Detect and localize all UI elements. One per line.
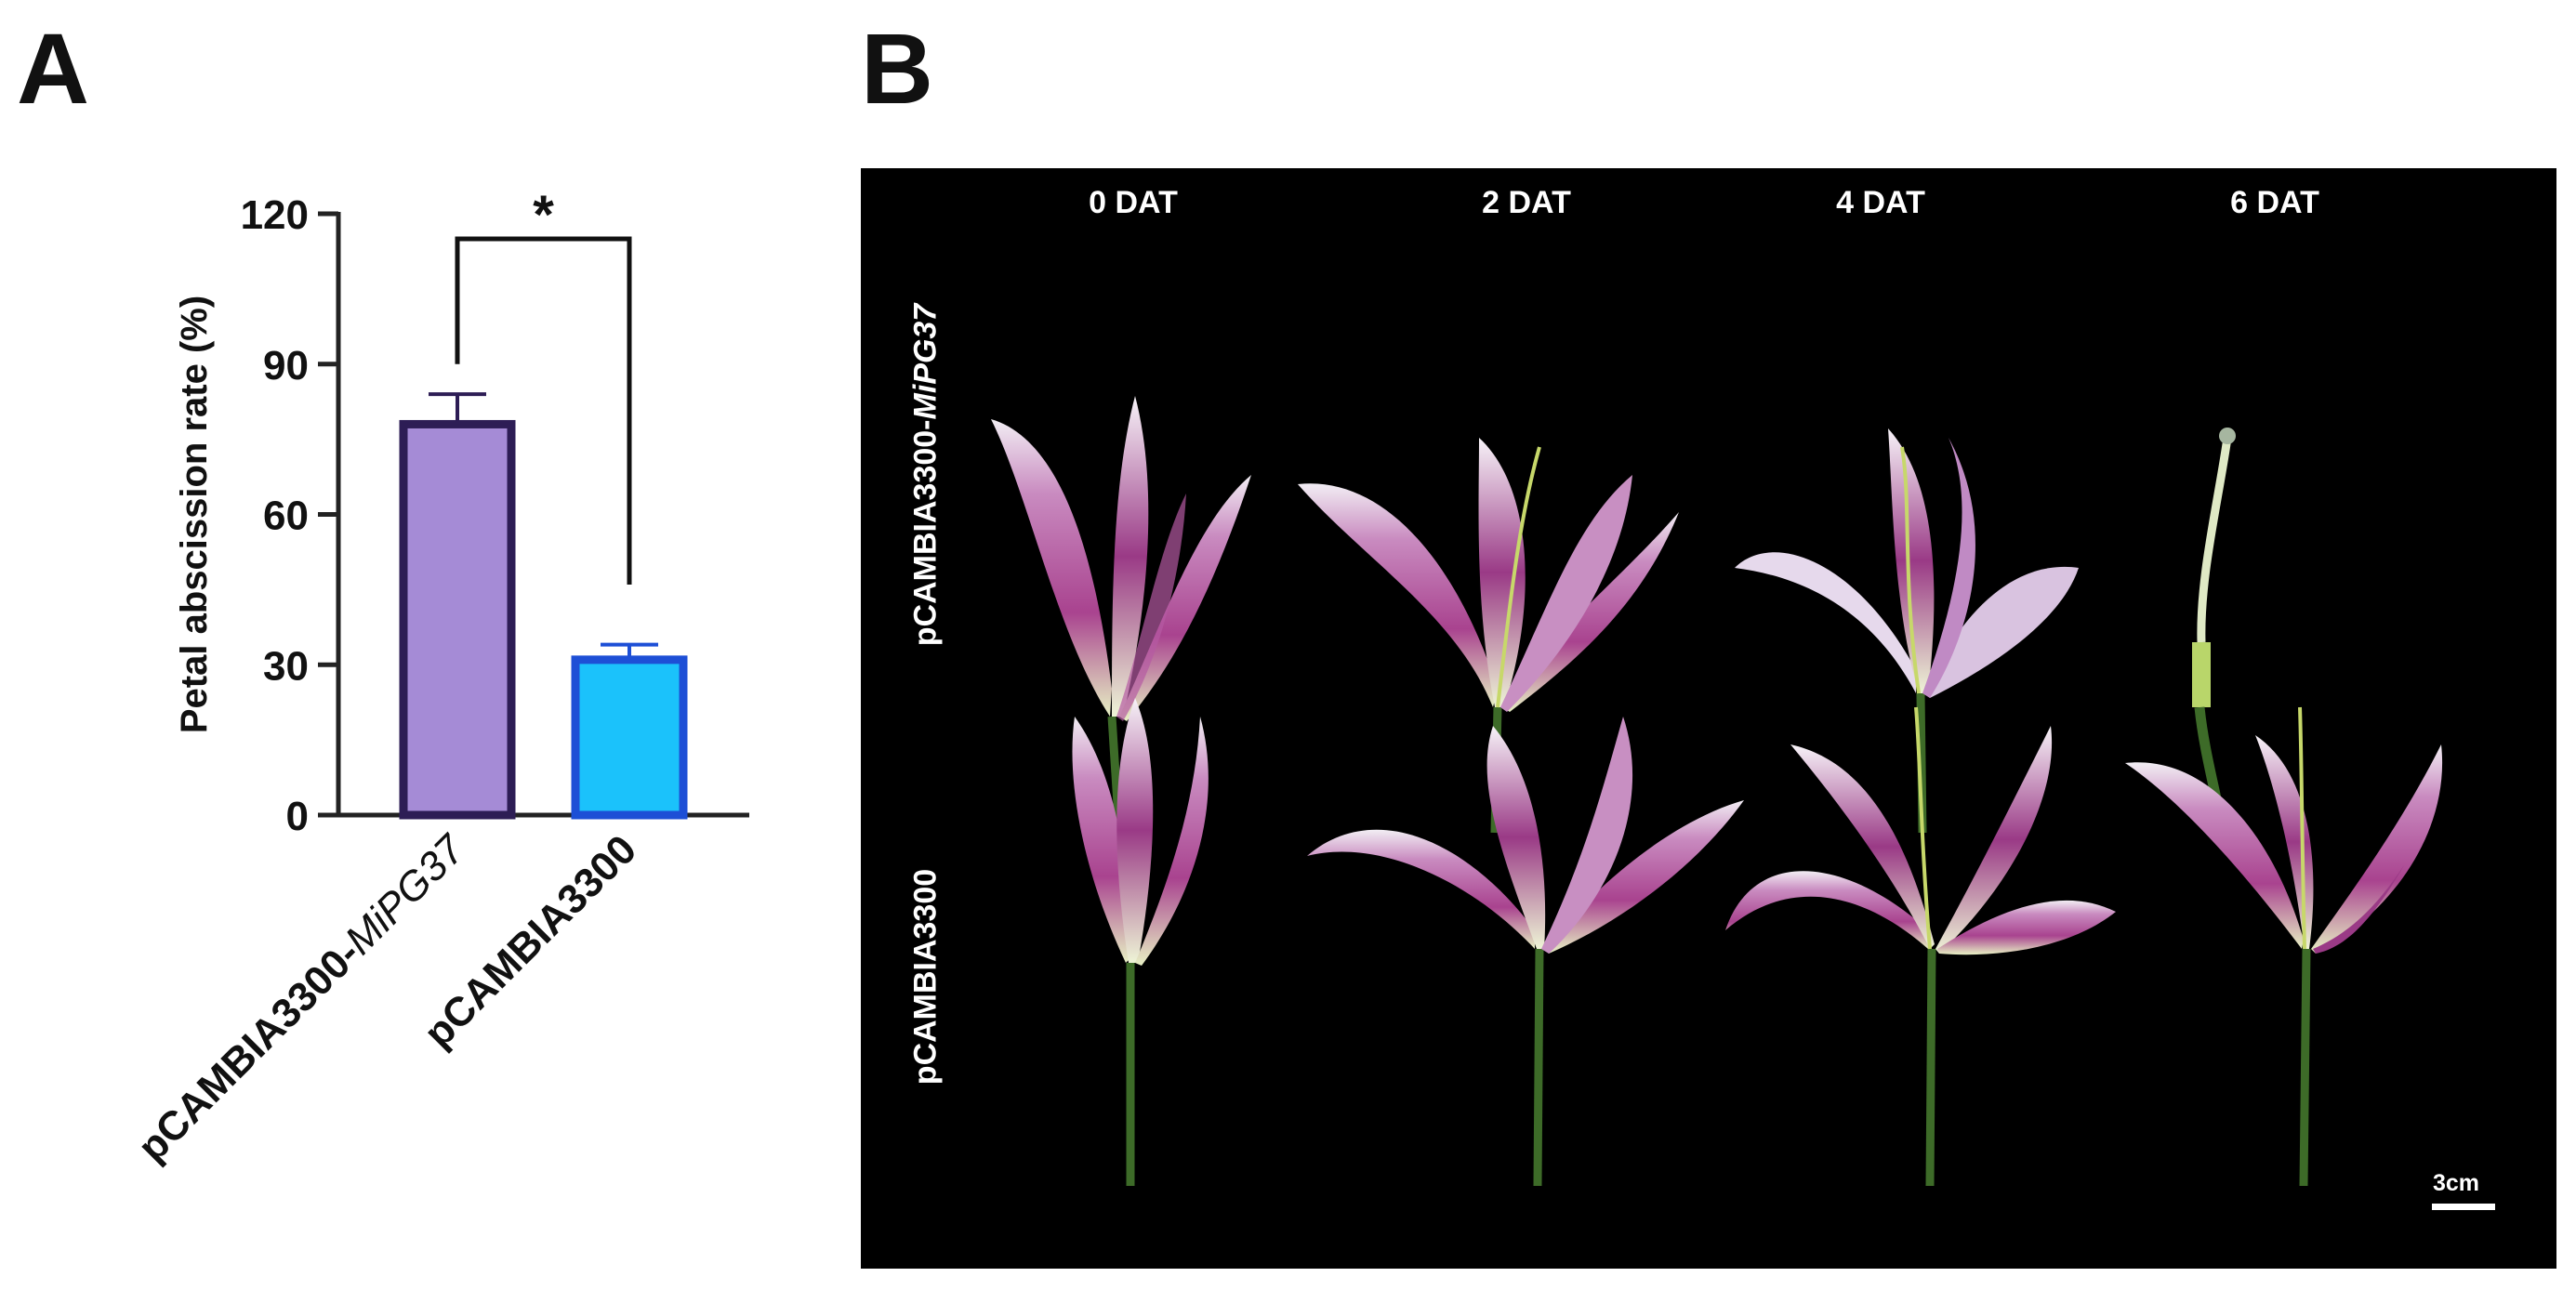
y-axis-title: Petal abscission rate (%) (174, 296, 215, 733)
flower-control-6dat (2125, 706, 2443, 1187)
flower-mipg37-2dat (1298, 438, 1679, 834)
y-tick-label: 0 (286, 794, 309, 839)
row-label-control: pCAMBIA3300 (907, 868, 944, 1086)
y-tick-label: 60 (263, 494, 309, 539)
panel-b-label: B (861, 12, 933, 125)
scale-bar-label: 3cm (2433, 1170, 2480, 1196)
panel-a-label: A (17, 12, 89, 125)
bar-1 (571, 655, 688, 820)
lily-photo-panel: 0 DAT 2 DAT 4 DAT 6 DAT pCAMBIA3300-MiPG… (861, 168, 2556, 1269)
flower-mipg37-0dat (991, 396, 1251, 834)
row-label-mipg37: pCAMBIA3300-MiPG37 (907, 303, 944, 647)
flower-control-2dat (1307, 717, 1744, 1187)
flower-control-0dat (1072, 698, 1209, 1186)
flower-control-4dat (1725, 706, 2116, 1187)
lily-flowers-illustration (991, 396, 2443, 1187)
flower-mipg37-4dat (1735, 428, 2079, 834)
category-label-0: pCAMBIA3300-MiPG37 (129, 825, 474, 1170)
y-tick-label: 30 (263, 643, 309, 689)
flower-mipg37-6dat (2192, 428, 2236, 834)
column-label-4-dat: 4 DAT (1836, 185, 1925, 220)
column-label-0-dat: 0 DAT (1089, 185, 1178, 220)
column-label-6-dat: 6 DAT (2230, 185, 2319, 220)
y-tick-label: 90 (263, 343, 309, 388)
scale-bar (2432, 1204, 2495, 1210)
y-tick-label: 120 (241, 192, 309, 238)
abscission-bar-chart: 0 30 60 90 120 Petal abscission rate (%) pCAMB… (129, 185, 749, 1170)
significance-star: * (533, 185, 554, 245)
significance-bracket (455, 236, 632, 585)
bar-0 (399, 419, 516, 820)
column-label-2-dat: 2 DAT (1482, 185, 1571, 220)
